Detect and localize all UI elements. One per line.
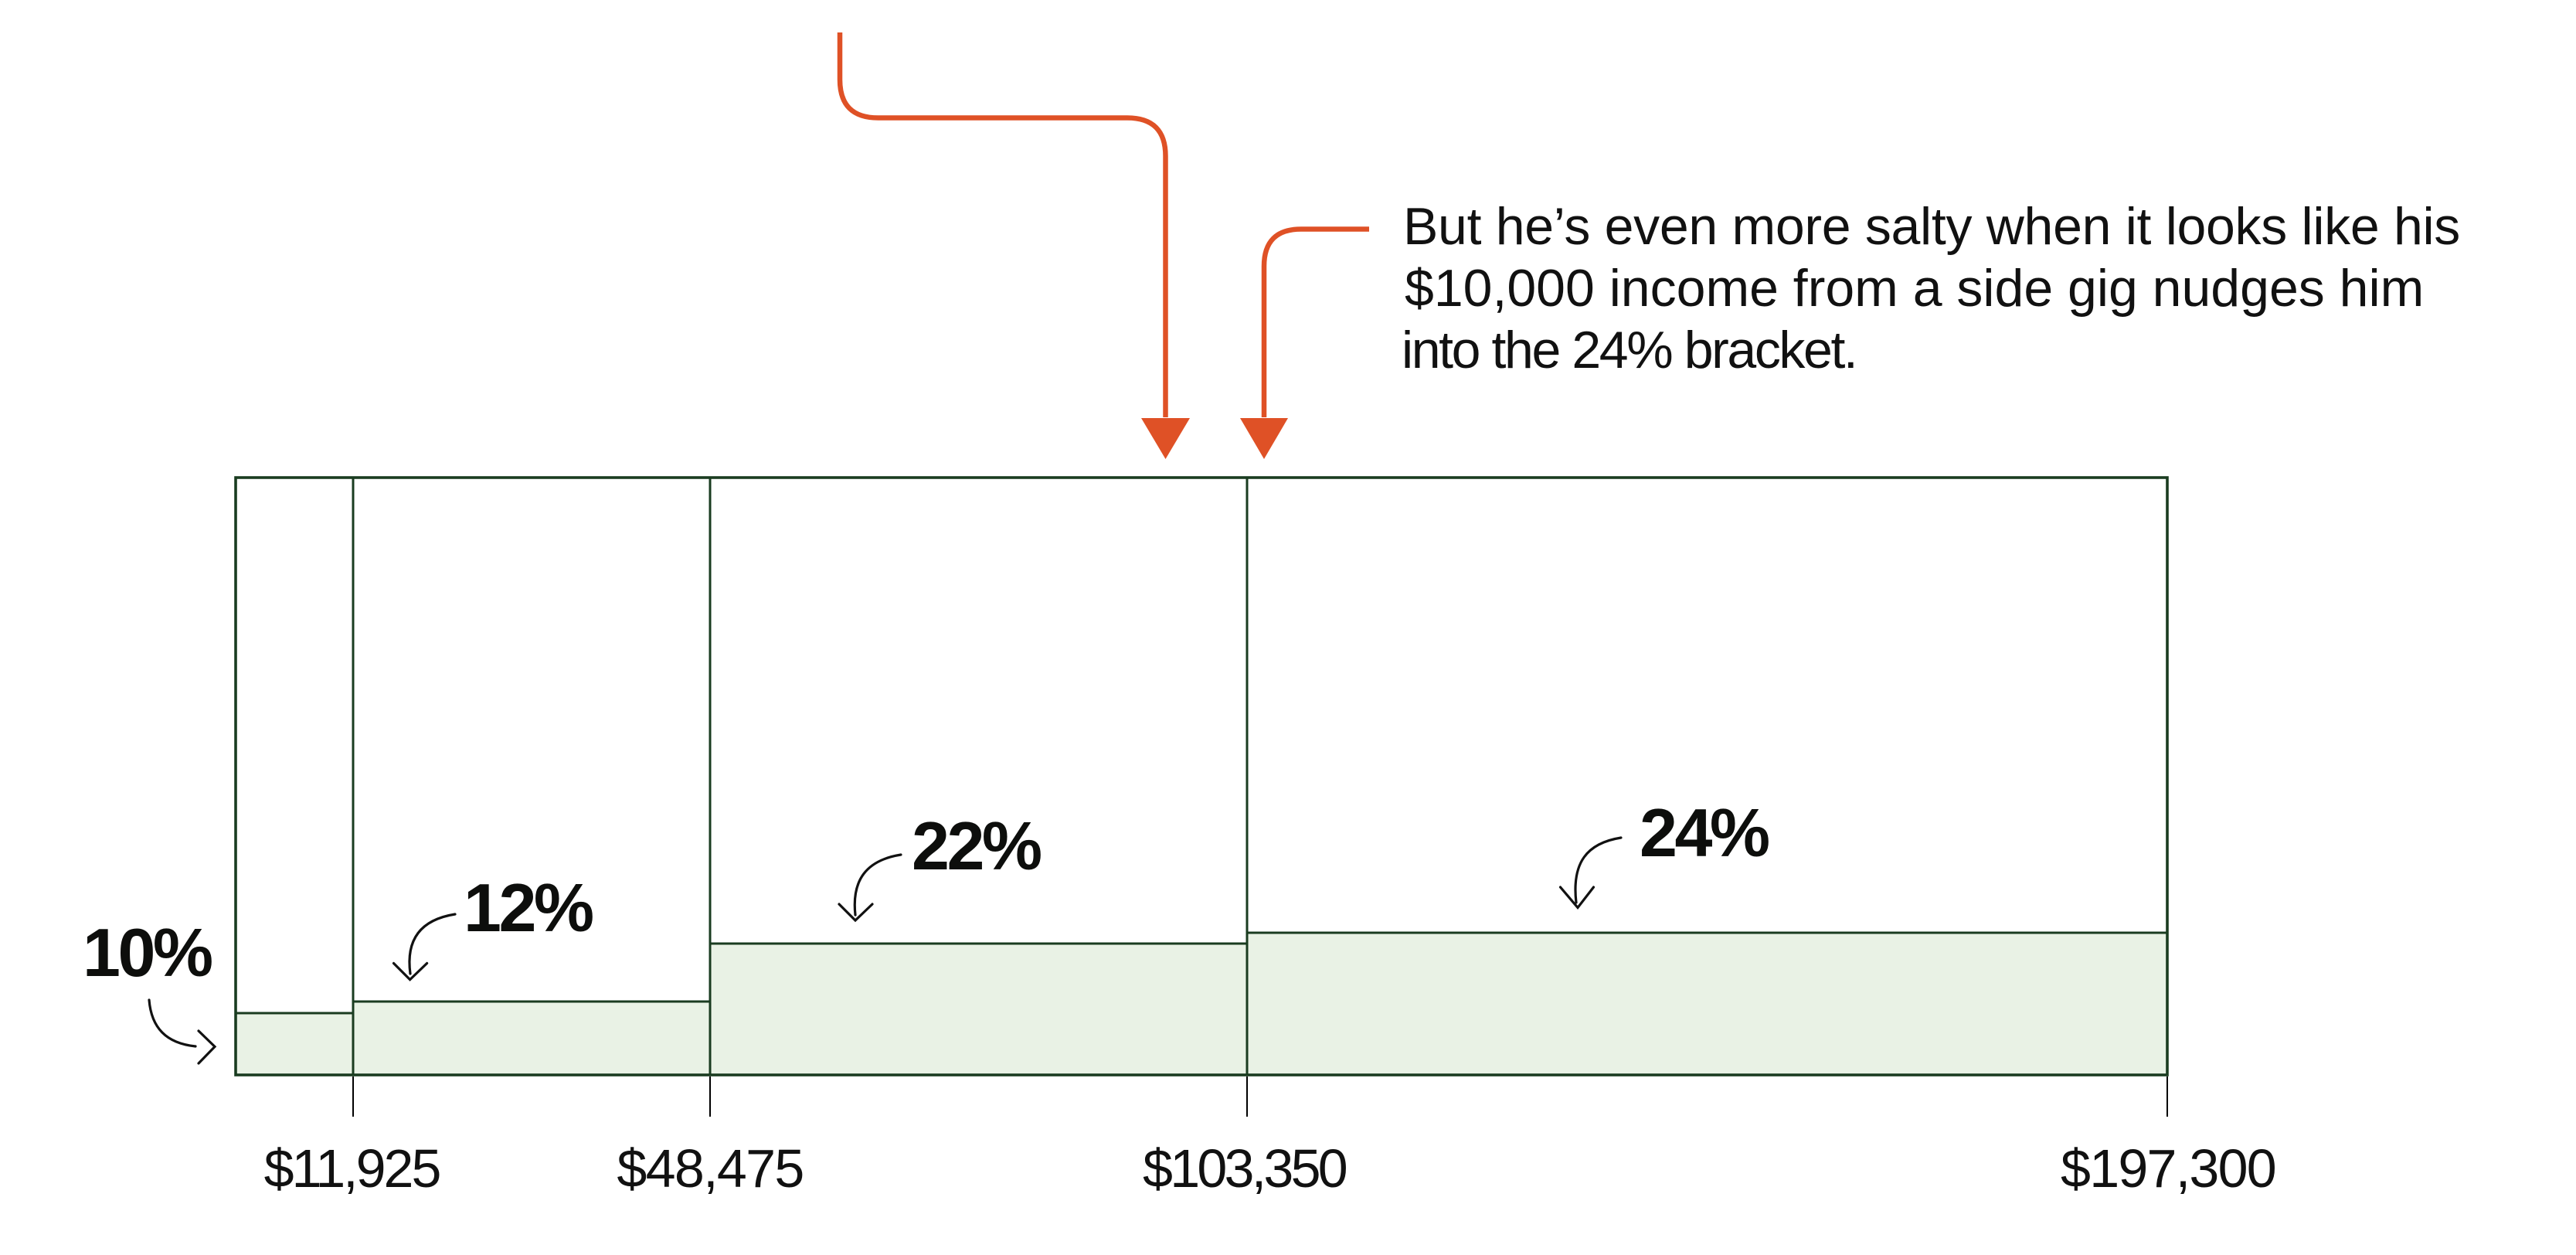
- svg-text:$10,000 income from a side gig: $10,000 income from a side gig nudges hi…: [1405, 259, 2424, 318]
- svg-text:But he’s even more salty when: But he’s even more salty when it looks l…: [1403, 197, 2460, 256]
- svg-text:12%: 12%: [464, 869, 593, 946]
- svg-text:$103,350: $103,350: [1143, 1138, 1347, 1199]
- svg-text:$48,475: $48,475: [617, 1138, 803, 1199]
- svg-text:$11,925: $11,925: [264, 1138, 440, 1199]
- svg-text:into the 24% bracket.: into the 24% bracket.: [1402, 321, 1856, 379]
- svg-text:22%: 22%: [912, 808, 1041, 884]
- svg-text:24%: 24%: [1640, 794, 1769, 871]
- svg-text:$197,300: $197,300: [2061, 1138, 2275, 1199]
- svg-text:10%: 10%: [83, 914, 212, 991]
